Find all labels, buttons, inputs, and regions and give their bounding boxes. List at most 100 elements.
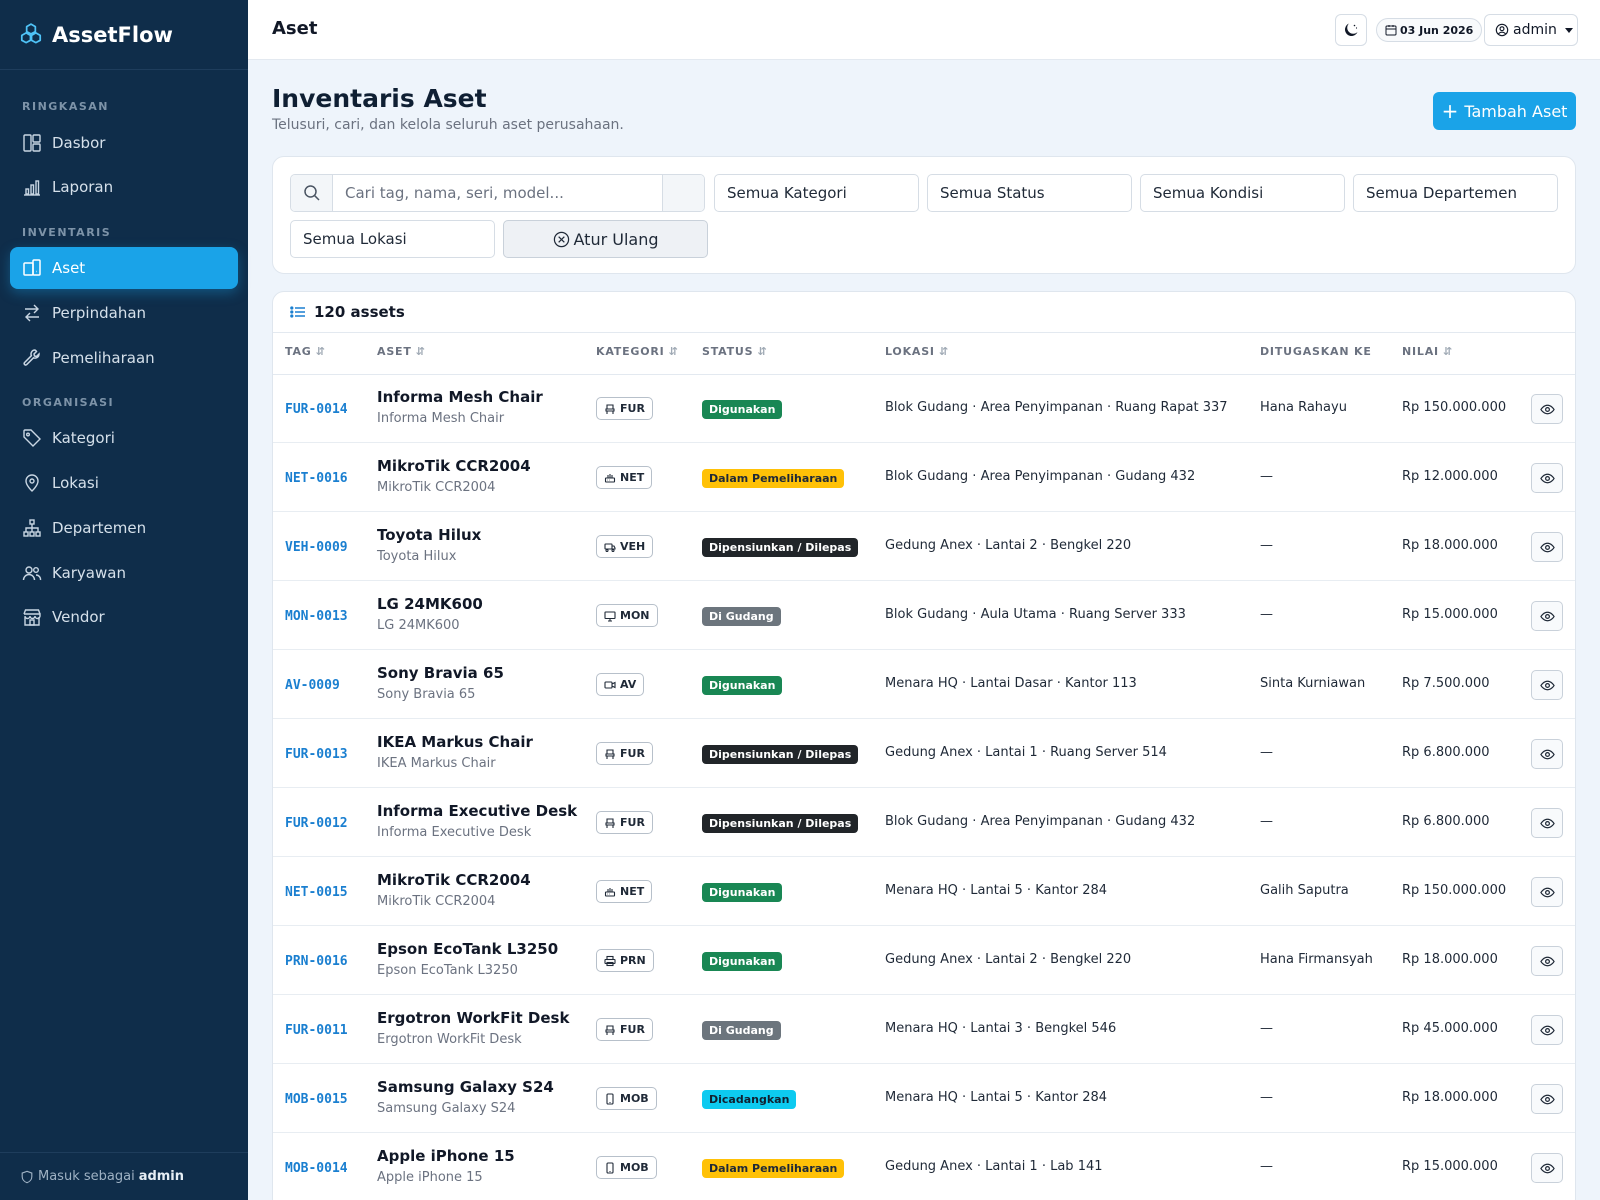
asset-name[interactable]: Ergotron WorkFit Desk: [377, 1009, 570, 1027]
sidebar-item-laporan[interactable]: Laporan: [10, 166, 238, 208]
asset-name[interactable]: Informa Executive Desk: [377, 802, 578, 820]
asset-name[interactable]: Apple iPhone 15: [377, 1147, 515, 1165]
table-row[interactable]: MON-0013 LG 24MK600 LG 24MK600 MON Di Gudang…: [273, 582, 1575, 650]
asset-name[interactable]: Sony Bravia 65: [377, 664, 504, 682]
shop-icon: [23, 609, 41, 626]
search-input[interactable]: [333, 175, 662, 211]
status-badge: Dipensiunkan / Dilepas: [702, 538, 859, 557]
column-header-label: STATUS: [702, 345, 754, 358]
table-row[interactable]: PRN-0016 Epson EcoTank L3250 Epson EcoTank…: [273, 927, 1575, 995]
table-row[interactable]: NET-0015 MikroTik CCR2004 MikroTik CCR2004…: [273, 858, 1575, 926]
view-asset-button[interactable]: [1531, 877, 1563, 907]
sidebar-item-dasbor[interactable]: Dasbor: [10, 122, 238, 164]
column-header-location[interactable]: LOKASI ⇵: [885, 345, 948, 358]
table-row[interactable]: FUR-0013 IKEA Markus Chair IKEA Markus Cha…: [273, 720, 1575, 788]
table-row[interactable]: MOB-0015 Samsung Galaxy S24 Samsung Galaxy…: [273, 1065, 1575, 1133]
location-text: Menara HQ · Lantai 3 · Bengkel 546: [885, 1021, 1117, 1036]
category-filter-select[interactable]: Semua Kategori: [714, 174, 919, 212]
filter-card: Semua Kategori Semua Status Semua Kondis…: [272, 156, 1576, 274]
brand[interactable]: AssetFlow: [0, 0, 248, 70]
view-asset-button[interactable]: [1531, 463, 1563, 493]
sidebar-item-pemeliharaan[interactable]: Pemeliharaan: [10, 337, 238, 379]
sidebar-item-vendor[interactable]: Vendor: [10, 596, 238, 638]
user-menu-button[interactable]: admin: [1484, 14, 1578, 46]
table-row[interactable]: FUR-0011 Ergotron WorkFit Desk Ergotron Wo…: [273, 996, 1575, 1064]
column-header-asset[interactable]: ASET ⇵: [377, 345, 425, 358]
table-row[interactable]: NET-0016 MikroTik CCR2004 MikroTik CCR2004…: [273, 444, 1575, 512]
view-asset-button[interactable]: [1531, 670, 1563, 700]
nav-section-ringkasan: RINGKASAN: [22, 100, 109, 113]
category-badge: MOB: [596, 1156, 657, 1179]
asset-tag-link[interactable]: PRN-0016: [285, 954, 348, 969]
condition-filter-select[interactable]: Semua Kondisi: [1140, 174, 1345, 212]
location-text: Gedung Anex · Lantai 1 · Lab 141: [885, 1159, 1103, 1174]
view-asset-button[interactable]: [1531, 739, 1563, 769]
sidebar-item-aset[interactable]: Aset: [10, 247, 238, 289]
view-asset-button[interactable]: [1531, 946, 1563, 976]
category-code: MOB: [620, 1161, 649, 1174]
assigned-to: Hana Firmansyah: [1260, 952, 1373, 967]
assigned-to: Sinta Kurniawan: [1260, 676, 1366, 691]
asset-name[interactable]: Epson EcoTank L3250: [377, 940, 559, 958]
sidebar-item-lokasi[interactable]: Lokasi: [10, 462, 238, 504]
search-clear-addon[interactable]: [662, 175, 704, 211]
asset-tag-link[interactable]: VEH-0009: [285, 540, 348, 555]
theme-toggle-button[interactable]: [1335, 14, 1367, 46]
category-badge: MOB: [596, 1087, 657, 1110]
asset-tag-link[interactable]: MOB-0015: [285, 1092, 348, 1107]
asset-name[interactable]: MikroTik CCR2004: [377, 457, 531, 475]
asset-tag-link[interactable]: FUR-0014: [285, 402, 348, 417]
asset-name[interactable]: LG 24MK600: [377, 595, 483, 613]
asset-name[interactable]: Toyota Hilux: [377, 526, 482, 544]
asset-name[interactable]: Samsung Galaxy S24: [377, 1078, 554, 1096]
view-asset-button[interactable]: [1531, 601, 1563, 631]
sidebar-item-departemen[interactable]: Departemen: [10, 507, 238, 549]
table-row[interactable]: AV-0009 Sony Bravia 65 Sony Bravia 65 AV Dig…: [273, 651, 1575, 719]
asset-tag-link[interactable]: MON-0013: [285, 609, 348, 624]
column-header-tag[interactable]: TAG ⇵: [285, 345, 325, 358]
sidebar-item-perpindahan[interactable]: Perpindahan: [10, 292, 238, 334]
view-asset-button[interactable]: [1531, 808, 1563, 838]
add-asset-button[interactable]: + Tambah Aset: [1433, 92, 1576, 130]
org-icon: [23, 519, 41, 537]
chart-icon: [24, 180, 40, 196]
asset-name[interactable]: MikroTik CCR2004: [377, 871, 531, 889]
eye-icon: [1539, 1163, 1555, 1173]
asset-tag-link[interactable]: FUR-0013: [285, 747, 348, 762]
asset-value: Rp 12.000.000: [1402, 469, 1498, 484]
location-filter-select[interactable]: Semua Lokasi: [290, 220, 495, 258]
asset-tag-link[interactable]: AV-0009: [285, 678, 340, 693]
header-divider: [273, 374, 1575, 375]
view-asset-button[interactable]: [1531, 394, 1563, 424]
view-asset-button[interactable]: [1531, 532, 1563, 562]
column-header-category[interactable]: KATEGORI ⇵: [596, 345, 678, 358]
asset-model: Ergotron WorkFit Desk: [377, 1032, 522, 1047]
view-asset-button[interactable]: [1531, 1084, 1563, 1114]
table-row[interactable]: MOB-0014 Apple iPhone 15 Apple iPhone 15 MO…: [273, 1134, 1575, 1200]
asset-tag-link[interactable]: MOB-0014: [285, 1161, 348, 1176]
view-asset-button[interactable]: [1531, 1015, 1563, 1045]
department-filter-select[interactable]: Semua Departemen: [1353, 174, 1558, 212]
view-asset-button[interactable]: [1531, 1153, 1563, 1183]
people-icon: [22, 566, 42, 581]
asset-value: Rp 15.000.000: [1402, 607, 1498, 622]
user-name: admin: [1513, 22, 1557, 38]
reset-filters-button[interactable]: Atur Ulang: [503, 220, 708, 258]
asset-name[interactable]: Informa Mesh Chair: [377, 388, 543, 406]
column-header-value[interactable]: NILAI ⇵: [1402, 345, 1452, 358]
status-badge: Di Gudang: [702, 1021, 781, 1040]
sidebar-item-karyawan[interactable]: Karyawan: [10, 552, 238, 594]
chair-icon: [605, 748, 615, 759]
table-row[interactable]: VEH-0009 Toyota Hilux Toyota Hilux VEH Dipen…: [273, 513, 1575, 581]
asset-name[interactable]: IKEA Markus Chair: [377, 733, 533, 751]
status-filter-select[interactable]: Semua Status: [927, 174, 1132, 212]
table-row[interactable]: FUR-0012 Informa Executive Desk Informa Ex…: [273, 789, 1575, 857]
asset-tag-link[interactable]: NET-0016: [285, 471, 348, 486]
column-header-status[interactable]: STATUS ⇵: [702, 345, 767, 358]
asset-tag-link[interactable]: FUR-0011: [285, 1023, 348, 1038]
sidebar-item-kategori[interactable]: Kategori: [10, 417, 238, 459]
table-row[interactable]: FUR-0014 Informa Mesh Chair Informa Mesh C…: [273, 375, 1575, 443]
asset-tag-link[interactable]: FUR-0012: [285, 816, 348, 831]
asset-tag-link[interactable]: NET-0015: [285, 885, 348, 900]
sidebar-item-label: Kategori: [52, 429, 115, 447]
